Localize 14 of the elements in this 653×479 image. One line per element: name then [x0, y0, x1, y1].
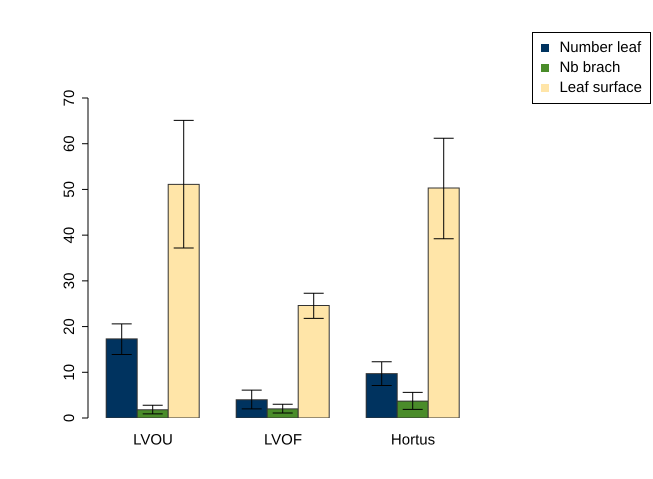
y-tick-label: 60 — [61, 135, 78, 152]
legend-label: Number leaf — [559, 38, 642, 58]
y-tick-label: 10 — [61, 364, 78, 381]
legend-label: Nb brach — [559, 58, 620, 78]
x-tick-label: Hortus — [390, 432, 436, 449]
legend-label: Leaf surface — [559, 78, 642, 98]
x-tick-label: LVOF — [264, 432, 302, 449]
y-tick-label: 40 — [61, 226, 78, 244]
y-tick-label: 0 — [61, 414, 78, 422]
y-tick-label: 20 — [61, 318, 78, 335]
y-tick-label: 70 — [61, 90, 78, 106]
x-tick-label: LVOU — [133, 432, 173, 449]
y-tick-label: 30 — [61, 272, 78, 290]
y-tick-label: 50 — [61, 181, 78, 198]
